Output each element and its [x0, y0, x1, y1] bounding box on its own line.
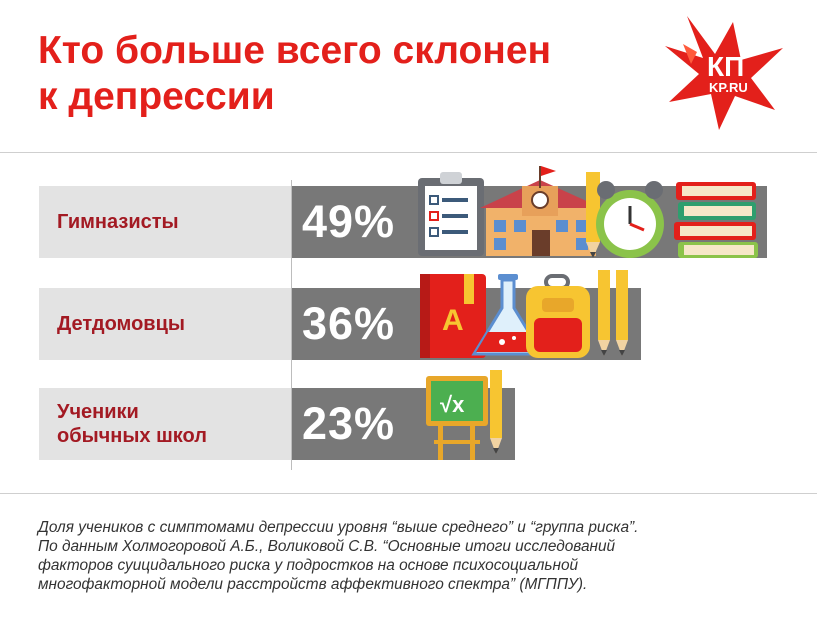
value-label-regular-school: 23% — [302, 398, 396, 449]
source-footnote: Доля учеников с симптомами депрессии уро… — [38, 518, 798, 594]
bottom-divider — [0, 493, 817, 494]
school-icon — [480, 166, 602, 256]
chalkboard-sqrt-icon: √x — [426, 376, 488, 460]
alarm-clock-icon — [596, 181, 664, 258]
title-line-1: Кто больше всего склонен — [38, 29, 552, 72]
icons-row-gymnasium — [418, 166, 758, 258]
page-title: Кто больше всего склонен к депрессии — [38, 28, 638, 120]
row-label-orphanage: Детдомовцы — [39, 288, 291, 360]
kp-logo: КП KP.RU — [665, 16, 783, 130]
backpack-icon — [526, 274, 590, 358]
book-a-icon: A — [420, 274, 486, 358]
category-label-line-2: обычных школ — [57, 425, 207, 447]
clipboard-icon — [418, 172, 484, 256]
footnote-line-2: По данным Холмогоровой А.Б., Воликовой С… — [38, 538, 616, 555]
value-label-orphanage: 36% — [302, 298, 396, 349]
row-label-gymnasium: Гимназисты — [39, 186, 291, 258]
title-line-2: к депрессии — [38, 75, 275, 118]
pencil-icon — [490, 370, 502, 454]
books-stack-icon — [674, 182, 758, 258]
logo-text-kp: КП — [707, 51, 744, 82]
chalkboard-text: √x — [440, 392, 465, 417]
category-label: Детдомовцы — [57, 313, 185, 335]
top-divider — [0, 152, 817, 153]
value-label-gymnasium: 49% — [302, 196, 396, 247]
row-label-regular-school: Ученики обычных школ — [39, 388, 291, 460]
pencils-icon — [598, 270, 628, 356]
chart-axis-line — [291, 180, 292, 470]
footnote-line-4: многофакторной модели расстройств аффект… — [38, 576, 588, 593]
icons-row-regular-school: √x — [426, 370, 502, 460]
icons-row-orphanage: A — [420, 270, 628, 358]
svg-text:A: A — [442, 304, 464, 337]
category-label-line-1: Ученики — [57, 401, 139, 423]
category-label: Ученики обычных школ — [57, 400, 207, 448]
footnote-line-1: Доля учеников с симптомами депрессии уро… — [38, 519, 639, 536]
footnote-line-3: факторов суицидального риска у подростко… — [38, 557, 579, 574]
logo-text-kpru: KP.RU — [709, 80, 748, 95]
category-label: Гимназисты — [57, 211, 179, 233]
